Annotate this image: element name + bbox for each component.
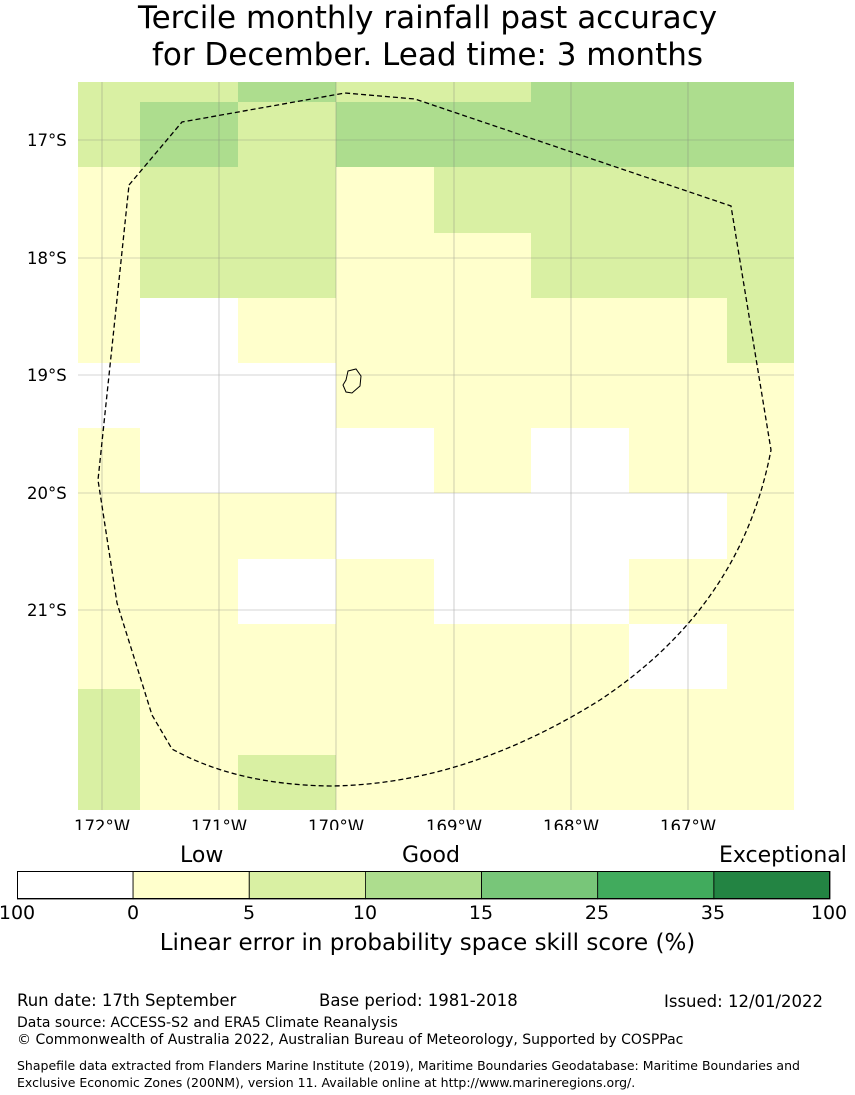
lon-label: 167°W [660,817,716,830]
grid-cell [336,755,794,810]
colorbar-swatch [17,871,134,900]
grid-cell [238,82,336,102]
colorbar-swatch [364,871,482,900]
grid-cell [531,82,794,102]
colorbar-swatch [597,871,715,900]
colorbar-tick: 15 [468,902,494,924]
lat-label: 21°S [27,601,67,620]
data-source: Data source: ACCESS-S2 and ERA5 Climate … [17,1015,398,1031]
island-outline [342,368,362,394]
lat-label: 20°S [27,484,67,503]
run-date: Run date: 17th September [17,991,237,1010]
grid-cell [238,298,727,363]
grid-cell [78,428,140,493]
grid-cell [727,493,794,559]
colorbar-swatch [713,871,831,900]
colorbar-swatch [132,871,250,900]
colorbar-tick: 35 [700,902,726,924]
colorbar-swatch [481,871,599,900]
base-period: Base period: 1981-2018 [319,991,518,1010]
grid-cell [78,233,140,298]
colorbar-tick: 25 [584,902,610,924]
grid-cell [140,102,238,167]
grid-cell [78,82,238,102]
grid-cell [78,689,140,755]
graticule [78,82,794,810]
title-line-1: Tercile monthly rainfall past accuracy [137,0,718,36]
grid-cell [434,428,531,493]
lat-label: 18°S [27,249,67,268]
grid-cell [336,428,434,493]
grid-cell [336,167,434,233]
grid-cell [336,102,794,167]
grid-cell [629,559,794,624]
colorbar-title: Linear error in probability space skill … [159,930,696,956]
colorbar-tick: 10 [352,902,378,924]
skill-map: 17°S 18°S 19°S 20°S 21°S 172°W 171°W 170… [27,82,794,830]
lat-label: 19°S [27,366,67,385]
grid-cell [336,559,434,624]
lon-label: 169°W [426,817,482,830]
colorbar-tick: 0 [126,902,140,924]
grid-cell [531,428,629,493]
issued-date: Issued: 12/01/2022 [664,992,824,1011]
grid-cell [336,82,531,102]
grid-cell [78,102,140,167]
grid-cell [336,233,531,298]
grid-cell [434,559,629,624]
lon-label: 170°W [308,817,364,830]
colorbar [17,871,831,900]
colorbar-tick: 5 [242,902,256,924]
shapefile-note: Shapefile data extracted from Flanders M… [17,1058,800,1090]
grid-cell [238,559,336,624]
grid-cell [629,428,794,493]
grid-cell [629,624,727,689]
grid-cell [140,298,238,363]
grid-cell [78,167,140,233]
colorbar-swatch [248,871,366,900]
grid-cell [78,298,140,363]
grid-cell [336,493,727,559]
lon-label: 172°W [74,817,130,830]
grid-cell [727,298,794,363]
grid-cell [78,559,238,624]
copyright: © Commonwealth of Australia 2022, Austra… [17,1032,684,1048]
legend-category-low: Low [180,843,224,868]
map-title: Tercile monthly rainfall past accuracy f… [0,0,855,74]
legend-category-exceptional: Exceptional [719,843,847,868]
grid-cell [531,233,794,298]
grid-cell [238,102,336,167]
grid-cell [140,233,336,298]
grid-cell [140,755,238,810]
grid-cell [140,428,336,493]
grid-cell [140,689,794,755]
colorbar-tick: 100 [0,902,36,924]
grid-cell [78,363,336,428]
grid-cell [727,624,794,689]
title-line-2: for December. Lead time: 3 months [151,37,704,73]
grid-cell [140,167,336,233]
eez-boundary [97,92,772,787]
grid-cell [78,755,140,810]
lon-label: 171°W [191,817,247,830]
skill-grid [78,82,794,810]
grid-cell [78,493,336,559]
grid-cell [336,363,794,428]
grid-cell [238,755,336,810]
legend-category-good: Good [402,843,460,868]
grid-cell [78,624,629,689]
lat-label: 17°S [27,131,67,150]
lon-label: 168°W [543,817,599,830]
grid-cell [434,167,794,233]
colorbar-tick: 100 [810,902,848,924]
